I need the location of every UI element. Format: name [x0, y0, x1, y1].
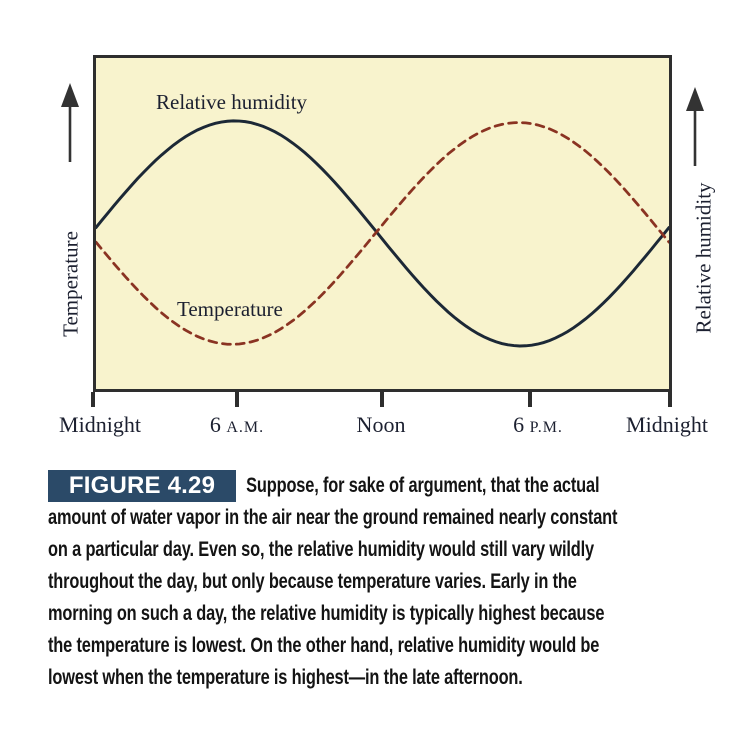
x-label-midnight-right: Midnight	[626, 412, 708, 438]
caption-line: on a particular day. Even so, the relati…	[48, 538, 594, 561]
x-label-smallcaps: A.M.	[226, 419, 265, 436]
x-tick-midnight-right	[668, 392, 672, 407]
x-label-text: Noon	[356, 412, 406, 437]
x-tick-noon	[380, 392, 384, 407]
caption-line: throughout the day, but only because tem…	[48, 570, 577, 593]
x-label-midnight-left: Midnight	[59, 412, 141, 438]
x-label-text: 6	[209, 412, 227, 437]
x-label-text: Midnight	[59, 412, 141, 437]
x-tick-midnight-left	[91, 392, 95, 407]
temperature-curve-label: Temperature	[177, 297, 283, 321]
x-tick-6am	[235, 392, 239, 407]
figure-number-badge: FIGURE 4.29	[48, 470, 236, 502]
caption-line: the temperature is lowest. On the other …	[48, 634, 600, 657]
caption-line: morning on such a day, the relative humi…	[48, 602, 605, 625]
caption-line: lowest when the temperature is highest—i…	[48, 666, 523, 689]
caption-line: amount of water vapor in the air near th…	[48, 506, 618, 529]
caption-line: Suppose, for sake of argument, that the …	[246, 474, 600, 497]
humidity-curve-label: Relative humidity	[156, 90, 308, 114]
right-up-arrow-icon	[686, 87, 704, 166]
figure-caption: FIGURE 4.29 Suppose, for sake of argumen…	[48, 470, 748, 694]
x-label-6am: 6 A.M.	[210, 412, 264, 438]
left-up-arrow-icon	[61, 83, 79, 162]
x-label-6pm: 6 P.M.	[513, 412, 563, 438]
left-axis-label: Temperature	[58, 231, 83, 337]
x-label-smallcaps: P.M.	[529, 419, 563, 436]
x-tick-6pm	[528, 392, 532, 407]
temperature-curve	[96, 121, 669, 346]
curves-canvas	[96, 119, 669, 348]
relative-humidity-curve	[96, 119, 669, 348]
x-label-text: 6	[513, 412, 530, 437]
plot-area	[93, 55, 672, 392]
x-label-noon: Noon	[357, 412, 406, 438]
x-label-text: Midnight	[626, 412, 708, 437]
right-axis-label: Relative humidity	[691, 182, 716, 334]
